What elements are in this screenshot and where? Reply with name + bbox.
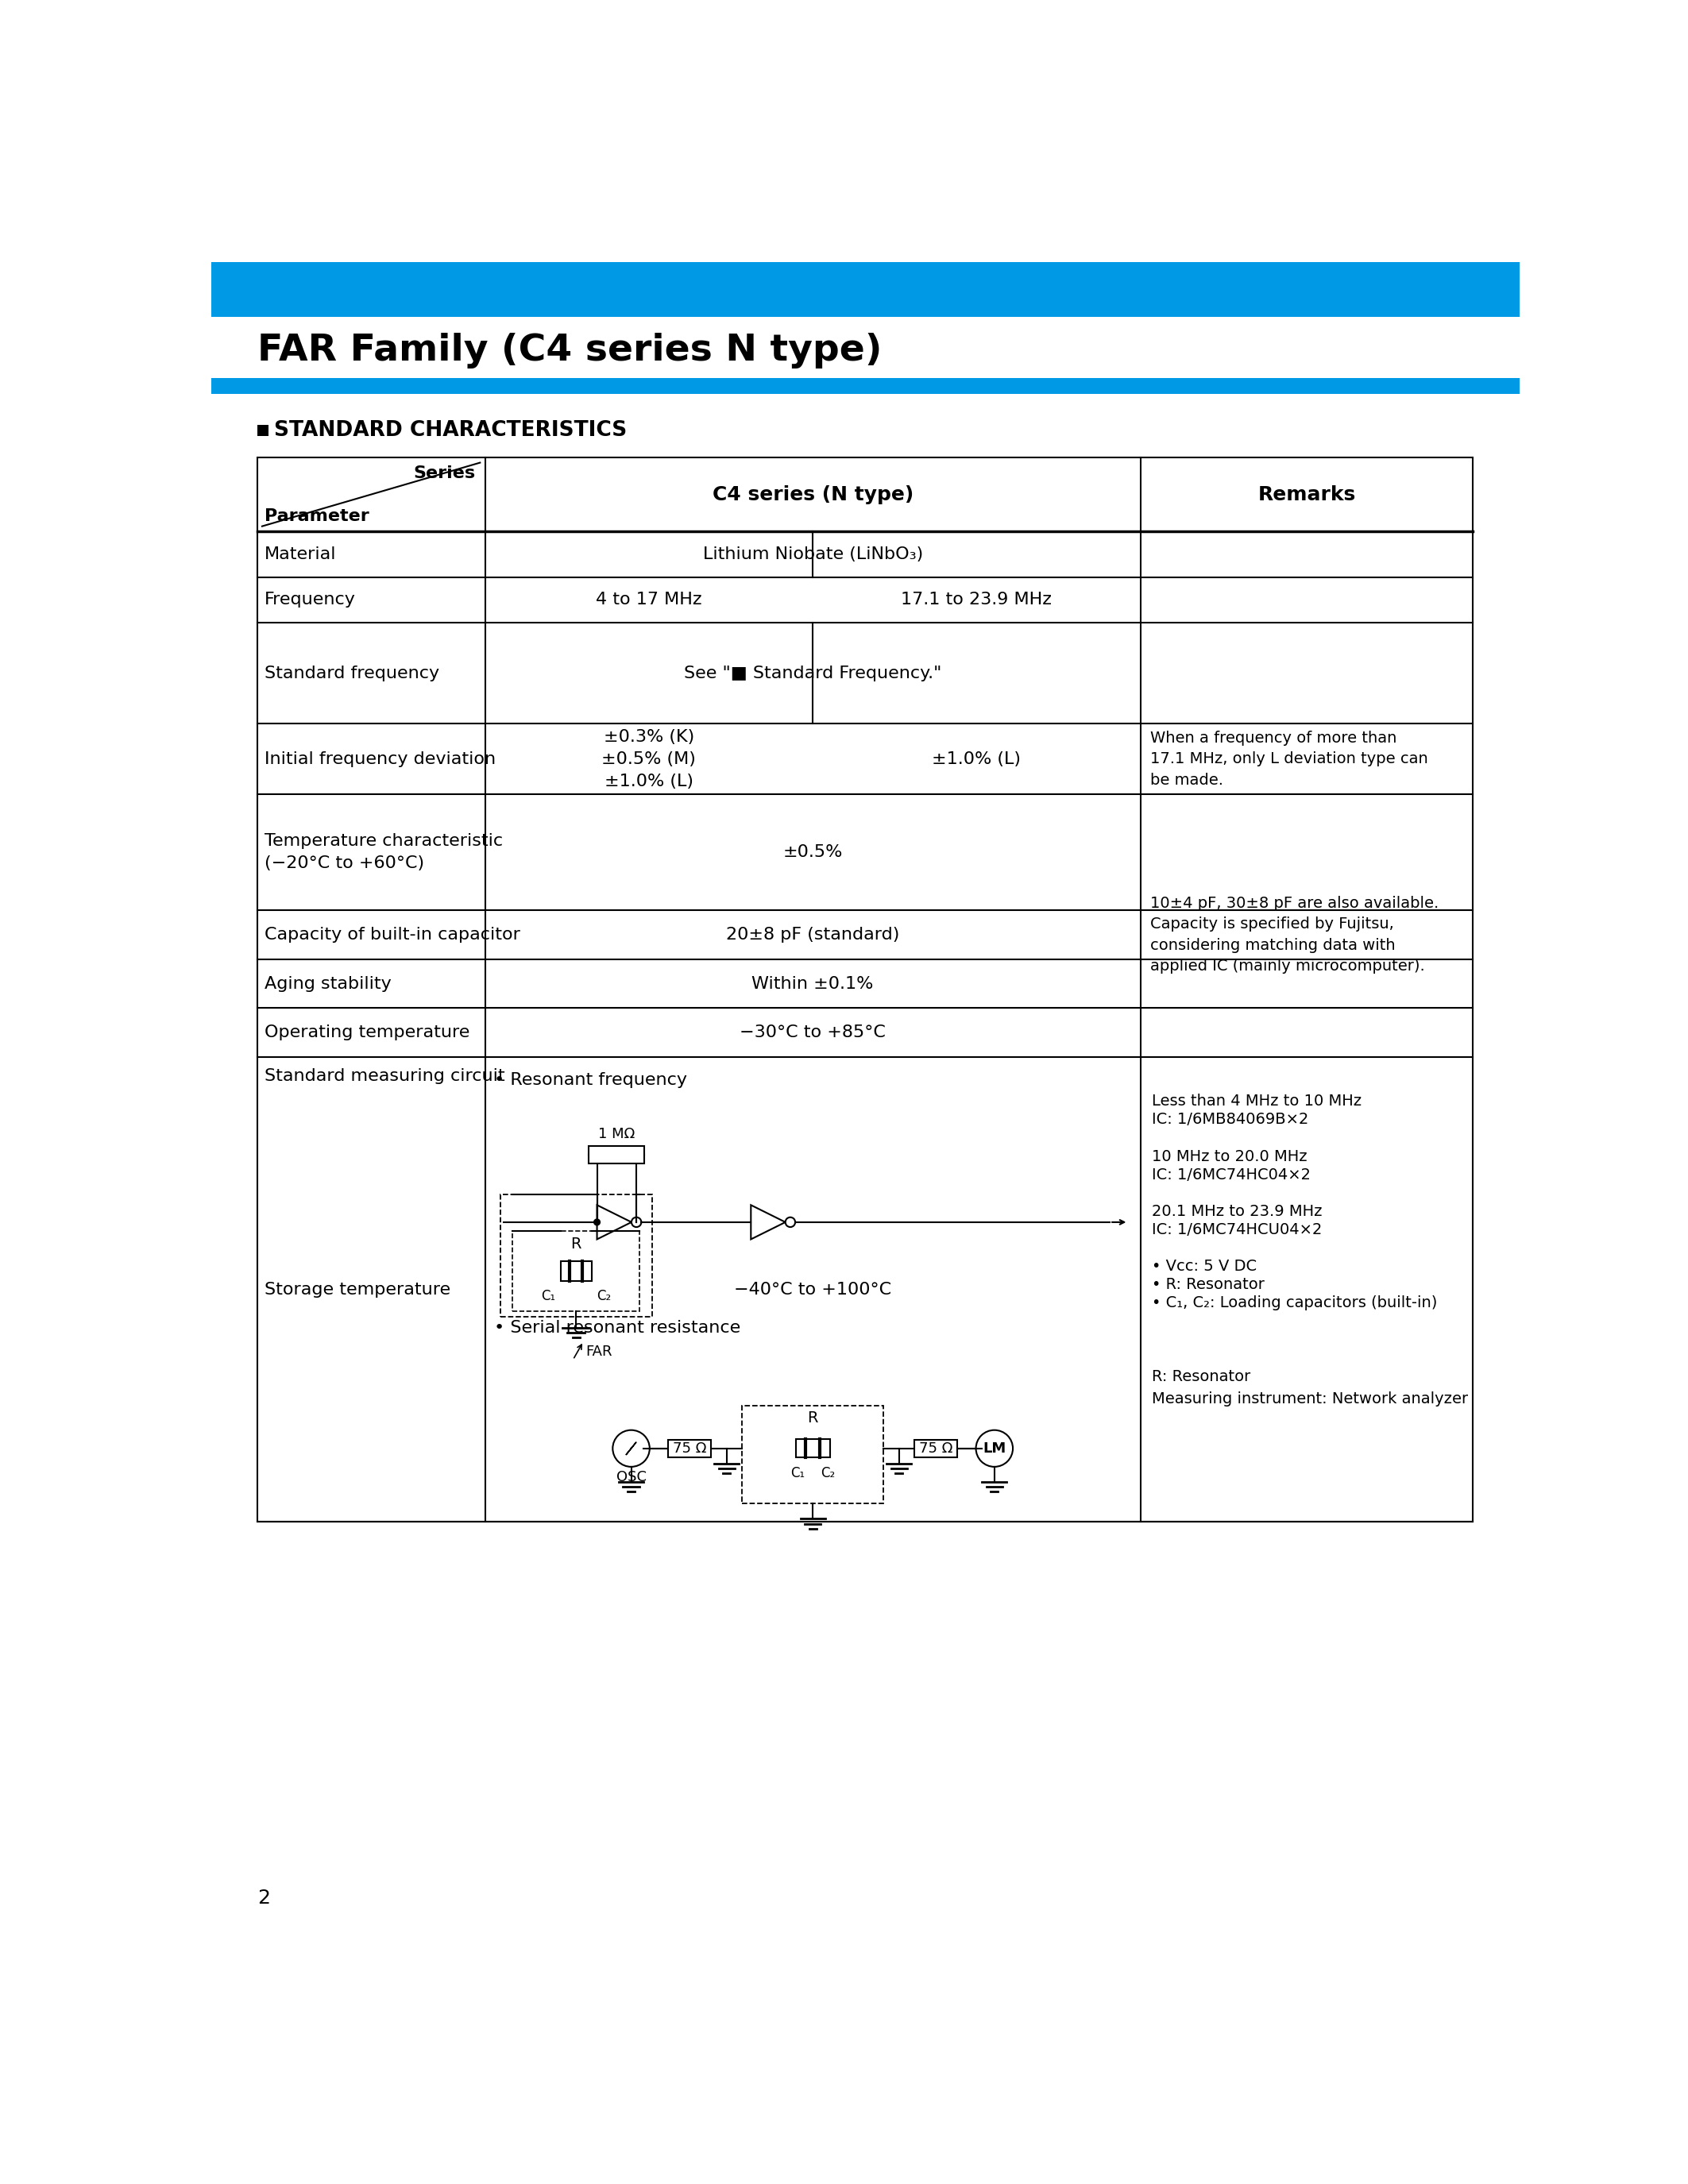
Bar: [257, 459, 1474, 1522]
Bar: [513, 1232, 640, 1310]
Text: • C₁, C₂: Loading capacitors (built-in): • C₁, C₂: Loading capacitors (built-in): [1151, 1295, 1436, 1310]
Text: Frequency: Frequency: [265, 592, 356, 607]
Text: C4 series (N type): C4 series (N type): [712, 485, 913, 505]
Text: Remarks: Remarks: [1258, 485, 1355, 505]
Bar: [668, 1439, 711, 1457]
Text: ±0.5%: ±0.5%: [783, 845, 842, 860]
Text: See "■ Standard Frequency.": See "■ Standard Frequency.": [684, 666, 942, 681]
Text: 75 Ω: 75 Ω: [918, 1441, 952, 1455]
Text: Standard measuring circuit: Standard measuring circuit: [265, 1068, 505, 1083]
Text: ±1.0% (L): ±1.0% (L): [932, 751, 1021, 767]
Text: 75 Ω: 75 Ω: [674, 1441, 707, 1455]
Text: 2: 2: [257, 1889, 270, 1907]
Text: IC: 1/6MB84069B×2: IC: 1/6MB84069B×2: [1151, 1112, 1308, 1127]
Bar: [915, 1439, 957, 1457]
Text: FAR Family (C4 series N type): FAR Family (C4 series N type): [257, 332, 881, 369]
Bar: [589, 1147, 645, 1164]
Bar: [795, 1439, 830, 1457]
Text: C₁: C₁: [790, 1465, 805, 1481]
Text: • Serial resonant resistance: • Serial resonant resistance: [495, 1319, 741, 1337]
Text: R: R: [571, 1236, 581, 1251]
Text: Series: Series: [414, 465, 476, 480]
Text: • R: Resonator: • R: Resonator: [1151, 1278, 1264, 1293]
Text: 4 to 17 MHz: 4 to 17 MHz: [596, 592, 702, 607]
Text: C₂: C₂: [820, 1465, 836, 1481]
Bar: [211, 378, 1519, 393]
Text: Storage temperature: Storage temperature: [265, 1282, 451, 1297]
Text: R: Resonator
Measuring instrument: Network analyzer: R: Resonator Measuring instrument: Netwo…: [1151, 1369, 1469, 1406]
Bar: [500, 1195, 652, 1317]
Text: 20.1 MHz to 23.9 MHz: 20.1 MHz to 23.9 MHz: [1151, 1203, 1322, 1219]
Text: IC: 1/6MC74HC04×2: IC: 1/6MC74HC04×2: [1151, 1166, 1310, 1182]
Circle shape: [594, 1219, 599, 1225]
Text: 17.1 to 23.9 MHz: 17.1 to 23.9 MHz: [901, 592, 1052, 607]
Text: 20±8 pF (standard): 20±8 pF (standard): [726, 926, 900, 943]
Bar: [211, 262, 1519, 317]
Bar: [743, 1406, 883, 1503]
Text: −40°C to +100°C: −40°C to +100°C: [734, 1282, 891, 1297]
Text: Less than 4 MHz to 10 MHz: Less than 4 MHz to 10 MHz: [1151, 1094, 1362, 1109]
Text: R: R: [807, 1411, 819, 1426]
Text: Operating temperature: Operating temperature: [265, 1024, 469, 1040]
Text: FAR: FAR: [586, 1345, 613, 1358]
Text: STANDARD CHARACTERISTICS: STANDARD CHARACTERISTICS: [275, 419, 628, 441]
Text: IC: 1/6MC74HCU04×2: IC: 1/6MC74HCU04×2: [1151, 1223, 1322, 1238]
Text: ±0.3% (K)
±0.5% (M)
±1.0% (L): ±0.3% (K) ±0.5% (M) ±1.0% (L): [601, 729, 695, 788]
Text: −30°C to +85°C: −30°C to +85°C: [739, 1024, 886, 1040]
Text: • Resonant frequency: • Resonant frequency: [495, 1072, 687, 1088]
Text: Material: Material: [265, 546, 336, 561]
Text: Capacity of built-in capacitor: Capacity of built-in capacitor: [265, 926, 520, 943]
Text: Initial frequency deviation: Initial frequency deviation: [265, 751, 496, 767]
Text: Parameter: Parameter: [265, 509, 370, 524]
Text: Temperature characteristic
(−20°C to +60°C): Temperature characteristic (−20°C to +60…: [265, 832, 503, 871]
Text: 1 MΩ: 1 MΩ: [598, 1127, 635, 1142]
Text: Aging stability: Aging stability: [265, 976, 392, 992]
Text: When a frequency of more than
17.1 MHz, only L deviation type can
be made.: When a frequency of more than 17.1 MHz, …: [1150, 729, 1428, 788]
Text: Within ±0.1%: Within ±0.1%: [751, 976, 874, 992]
Text: C₁: C₁: [540, 1289, 555, 1304]
Text: Standard frequency: Standard frequency: [265, 666, 439, 681]
Text: LM: LM: [982, 1441, 1006, 1455]
Text: OSC: OSC: [616, 1470, 647, 1485]
Bar: [257, 424, 268, 437]
Text: 10 MHz to 20.0 MHz: 10 MHz to 20.0 MHz: [1151, 1149, 1307, 1164]
Text: C₂: C₂: [598, 1289, 611, 1304]
Text: • Vcc: 5 V DC: • Vcc: 5 V DC: [1151, 1258, 1256, 1273]
Text: 10±4 pF, 30±8 pF are also available.
Capacity is specified by Fujitsu,
consideri: 10±4 pF, 30±8 pF are also available. Cap…: [1150, 895, 1438, 974]
Text: Lithium Niobate (LiNbO₃): Lithium Niobate (LiNbO₃): [702, 546, 923, 561]
Bar: [560, 1262, 591, 1280]
